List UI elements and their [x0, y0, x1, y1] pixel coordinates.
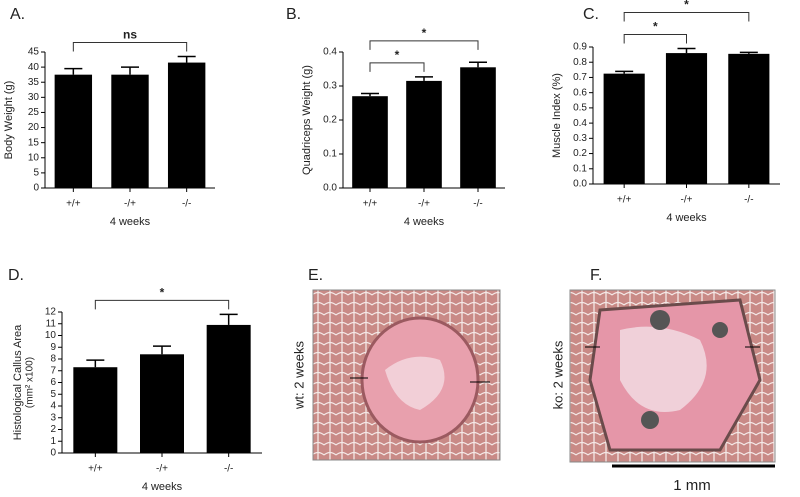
panel-label: B. [286, 6, 301, 23]
annotation: * [395, 48, 400, 62]
x-axis-label: 4 weeks [666, 212, 707, 224]
y-axis-label: Quadriceps Weight (g) [301, 65, 313, 175]
x-tick-label: -/- [182, 199, 191, 210]
y-tick-label: 0.7 [573, 72, 587, 83]
x-tick-label: -/+ [418, 199, 430, 210]
y-tick-label: 0 [50, 448, 56, 459]
x-tick-label: -/+ [156, 464, 168, 475]
annotation: * [160, 286, 165, 300]
y-tick-label: 0 [33, 183, 39, 194]
panel-label: F. [590, 267, 602, 284]
y-tick-label: 15 [28, 137, 40, 148]
bar [206, 324, 251, 453]
y-axis-label: Body Weight (g) [3, 81, 15, 160]
x-tick-label: -/+ [681, 195, 693, 206]
y-tick-label: 10 [45, 330, 57, 341]
bar [54, 74, 93, 188]
x-tick-label: +/+ [363, 199, 378, 210]
x-axis-label: 4 weeks [142, 481, 183, 493]
y-tick-label: 0.2 [323, 115, 337, 126]
y-tick-label: 4 [50, 401, 56, 412]
y-tick-label: 11 [46, 318, 57, 329]
bar [352, 96, 388, 188]
y-tick-label: 5 [33, 168, 39, 179]
y-axis-label: Histological Callus Area [12, 324, 24, 440]
y-tick-label: 0.3 [323, 81, 337, 92]
y-tick-label: 40 [28, 62, 40, 73]
y-axis-label: (mm² x100) [25, 357, 36, 408]
image-caption: ko: 2 weeks [550, 340, 565, 409]
significance-bracket [72, 42, 188, 52]
bar [460, 67, 496, 188]
y-tick-label: 0.0 [573, 179, 587, 190]
significance-bracket [94, 299, 230, 310]
significance-bracket [369, 62, 425, 72]
y-tick-label: 8 [50, 354, 56, 365]
significance-bracket [369, 40, 479, 50]
y-tick-label: 7 [50, 365, 56, 376]
x-tick-label: +/+ [88, 464, 103, 475]
y-tick-label: 5 [50, 389, 56, 400]
y-tick-label: 12 [45, 307, 57, 318]
annotation: ns [123, 28, 137, 42]
y-tick-label: 6 [50, 377, 56, 388]
x-tick-label: +/+ [617, 195, 632, 206]
y-tick-label: 2 [50, 424, 56, 435]
bar [406, 80, 442, 188]
y-tick-label: 10 [28, 152, 40, 163]
image-f [569, 289, 776, 463]
y-tick-label: 30 [28, 92, 40, 103]
bar [111, 74, 149, 188]
y-tick-label: 0.4 [323, 47, 337, 58]
y-axis-label: Muscle Index (%) [551, 73, 563, 158]
significance-bracket [623, 12, 750, 22]
y-tick-label: 0.9 [573, 42, 587, 53]
y-tick-label: 1 [50, 436, 56, 447]
y-tick-label: 0.1 [323, 149, 337, 160]
y-tick-label: 0.3 [573, 133, 587, 144]
x-tick-label: -/- [224, 464, 233, 475]
y-tick-label: 35 [28, 77, 40, 88]
y-tick-label: 9 [50, 342, 56, 353]
bar [140, 354, 184, 453]
x-tick-label: -/- [744, 195, 753, 206]
y-tick-label: 0.5 [573, 103, 587, 114]
y-tick-label: 3 [50, 412, 56, 423]
significance-bracket [623, 34, 687, 44]
x-axis-label: 4 weeks [404, 216, 445, 228]
y-tick-label: 45 [28, 47, 40, 58]
bar [665, 53, 708, 184]
bar [603, 73, 645, 184]
bar [167, 62, 206, 189]
x-tick-label: +/+ [66, 199, 81, 210]
panel-label: D. [8, 267, 24, 284]
y-tick-label: 20 [28, 122, 40, 133]
y-tick-label: 0.0 [323, 183, 337, 194]
scale-bar-label: 1 mm [673, 477, 711, 494]
x-axis-label: 4 weeks [110, 216, 151, 228]
x-tick-label: -/- [473, 199, 482, 210]
y-tick-label: 0.1 [573, 163, 587, 174]
annotation: * [684, 0, 689, 12]
y-tick-label: 25 [28, 107, 40, 118]
y-tick-label: 0.6 [573, 87, 587, 98]
image-caption: wt: 2 weeks [291, 341, 306, 410]
y-tick-label: 0.4 [573, 118, 587, 129]
panel-label: E. [308, 267, 323, 284]
bar [73, 367, 118, 453]
y-tick-label: 0.2 [573, 148, 587, 159]
x-tick-label: -/+ [124, 199, 136, 210]
panel-label: A. [10, 6, 25, 23]
annotation: * [653, 20, 658, 34]
annotation: * [422, 26, 427, 40]
bar [728, 53, 770, 184]
panel-label: C. [583, 6, 599, 23]
y-tick-label: 0.8 [573, 57, 587, 68]
image-e [312, 289, 501, 461]
